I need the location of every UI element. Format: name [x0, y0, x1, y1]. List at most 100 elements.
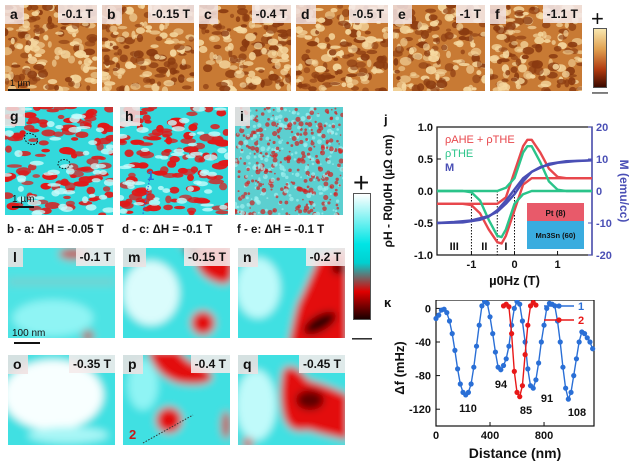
domain-outline — [23, 132, 39, 146]
data-point — [452, 347, 458, 353]
colorbar-row1 — [593, 28, 607, 88]
panel-label: m — [123, 248, 147, 267]
legend-entry: 1 — [578, 301, 584, 313]
data-point — [465, 389, 472, 395]
scale-bar-row2-label: 1 µm — [12, 194, 35, 205]
y-tick-label: 0.0 — [418, 186, 433, 198]
panel-label: l — [8, 248, 23, 267]
y-tick-label: 0.5 — [418, 154, 433, 166]
panel-label: a — [5, 5, 24, 24]
x-axis-label: µ0Hz (T) — [489, 273, 540, 288]
panel-label: e — [393, 5, 412, 24]
plot-frame — [435, 300, 595, 427]
linecut-2-label: 2 — [129, 427, 136, 442]
panel-label: o — [8, 355, 28, 374]
data-point — [563, 385, 569, 391]
field-label: -0.2 T — [305, 248, 345, 266]
data-point — [511, 305, 517, 311]
field-label: -0.1 T — [57, 5, 97, 23]
y2-tick-label: 20 — [596, 122, 608, 134]
series-line-0 — [437, 176, 592, 245]
data-point — [487, 314, 493, 320]
data-point — [479, 303, 485, 309]
y-axis-label: ρH - R0µ0H (µΩ cm) — [381, 135, 395, 248]
data-point — [525, 366, 531, 372]
legend-marker — [556, 303, 562, 309]
colorbar-row2-plus: + — [353, 167, 370, 198]
panel-label: n — [238, 248, 258, 267]
data-point — [571, 373, 577, 379]
diff-caption: b - a: ΔH = -0.05 T — [7, 224, 104, 236]
linecut-2 — [142, 414, 194, 444]
diff-caption: d - c: ΔH = -0.1 T — [122, 224, 213, 236]
data-point — [584, 335, 590, 341]
field-label: -1 T — [455, 5, 485, 23]
data-point — [536, 360, 542, 366]
data-point — [565, 396, 571, 402]
y-tick-label: 0 — [425, 303, 431, 315]
panel-label: h — [120, 107, 140, 126]
field-label: -0.35 T — [68, 355, 115, 373]
skyrmion-size-label: 85 — [520, 405, 532, 417]
data-point — [511, 368, 517, 374]
x-tick-label: 400 — [481, 430, 499, 442]
zoom-panel-m: m -0.15 T — [123, 248, 230, 338]
y-tick-label: -120 — [409, 404, 431, 416]
y2-tick-label: 0 — [596, 186, 602, 198]
panel-label: d — [296, 5, 316, 24]
region-label: II — [481, 241, 487, 253]
domain-outline — [57, 159, 71, 169]
panel-label: c — [199, 5, 218, 24]
y2-tick-label: -10 — [596, 218, 612, 230]
colorbar-row2-minus: — — [352, 327, 372, 349]
inset-mn3sn-label: Mn3Sn (60) — [535, 231, 576, 240]
diff-panel-i: i — [235, 107, 343, 215]
field-label: -0.15 T — [183, 248, 230, 266]
chart-k: k 0 400 800 0 -40 -80 -120 Distance (nm) Δf (mHz)… — [384, 300, 596, 461]
panel-label: b — [102, 5, 122, 24]
mfm-panel-e: e -1 T — [393, 5, 485, 91]
data-point — [568, 389, 574, 395]
data-point — [506, 343, 512, 349]
mfm-panel-d: d -0.5 T — [296, 5, 388, 91]
data-point — [581, 331, 588, 337]
colorbar-row1-plus: + — [591, 6, 604, 31]
data-point — [557, 339, 563, 345]
colorbar-row1-minus: — — [592, 84, 608, 101]
data-point — [492, 349, 499, 355]
mfm-panel-b: b -0.15 T — [102, 5, 194, 91]
mfm-panel-f: f -1.1 T — [490, 5, 582, 91]
data-point — [590, 346, 596, 352]
panel-label: i — [235, 107, 250, 126]
field-label: -0.1 T — [75, 248, 115, 266]
panel-label: p — [123, 355, 143, 374]
series-line-2 — [437, 189, 592, 239]
inset-mn3sn-layer — [527, 221, 584, 249]
data-point — [519, 383, 526, 389]
inset-pt-layer — [527, 203, 584, 221]
panel-label-j: j — [383, 112, 388, 127]
legend-entry: 2 — [578, 315, 584, 327]
data-point — [541, 322, 547, 328]
zoom-panel-p: 2 p -0.4 T — [123, 355, 230, 445]
region-label: I — [504, 241, 507, 253]
data-point — [576, 339, 582, 345]
scale-bar-row2 — [12, 206, 34, 208]
data-point — [476, 322, 482, 328]
data-point — [573, 356, 580, 362]
data-point — [503, 356, 509, 362]
scale-bar-row1-label: 1 µm — [10, 78, 31, 88]
field-label: -0.4 T — [251, 5, 291, 23]
data-point — [519, 318, 526, 324]
diff-panel-g: g — [5, 107, 113, 215]
x-tick-label: 0 — [511, 259, 517, 271]
skyrmion-size-label: 110 — [459, 403, 477, 415]
x-tick-label: 1 — [554, 259, 560, 271]
series-line-1 — [437, 138, 592, 206]
data-point — [506, 304, 512, 310]
field-label: -0.45 T — [298, 355, 345, 373]
data-point — [517, 394, 523, 400]
y2-tick-label: -20 — [596, 250, 612, 262]
skyrmion-size-label: 94 — [495, 379, 508, 391]
